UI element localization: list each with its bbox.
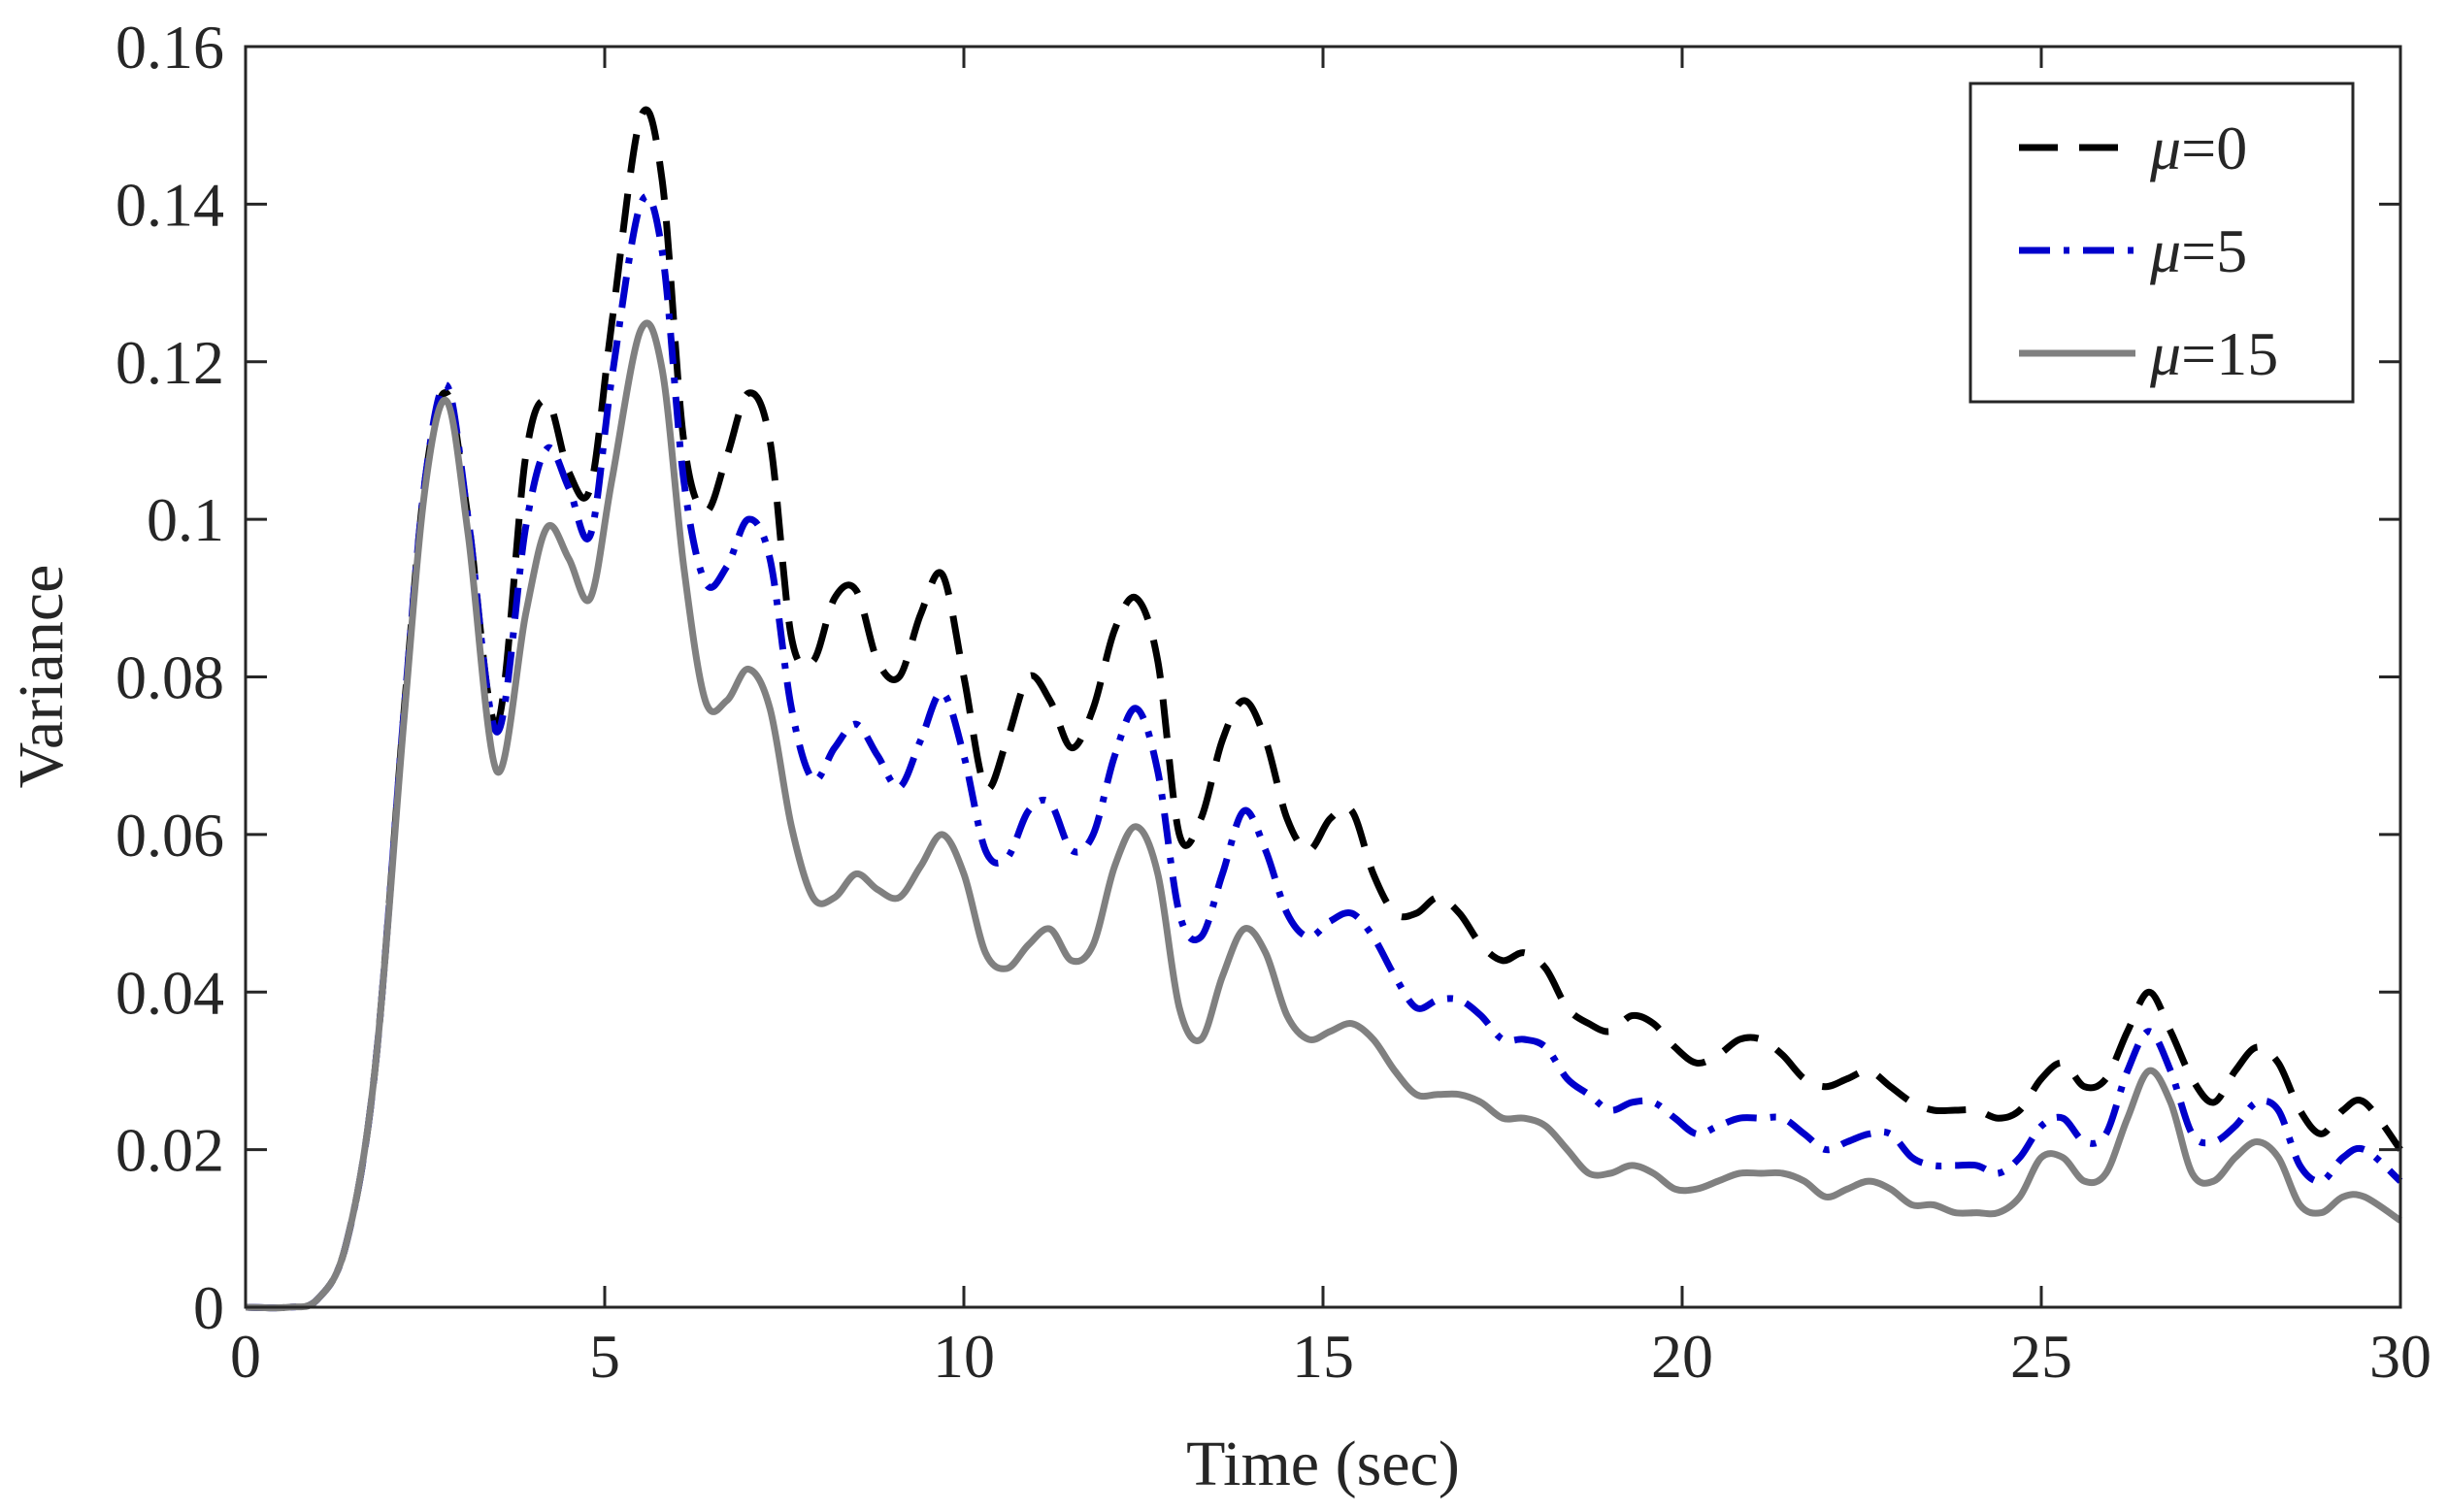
legend-mu-value: =0 xyxy=(2181,114,2247,182)
legend-label-1: μ=5 xyxy=(2149,216,2247,285)
x-tick-label: 30 xyxy=(2369,1322,2431,1391)
y-tick-label: 0.16 xyxy=(116,13,224,82)
x-axis-label: Time (sec) xyxy=(1186,1429,1460,1499)
y-tick-label: 0.1 xyxy=(147,485,224,554)
legend-mu-symbol: μ xyxy=(2149,114,2181,182)
legend: μ=0μ=5μ=15 xyxy=(1968,82,2355,404)
y-tick-label: 0.04 xyxy=(116,958,224,1027)
series-line-0 xyxy=(245,106,2403,1312)
x-tick-label: 25 xyxy=(2010,1322,2072,1391)
legend-mu-symbol: μ xyxy=(2149,319,2181,388)
series-line-2 xyxy=(245,319,2402,1312)
legend-mu-value: =5 xyxy=(2181,216,2247,285)
legend-label-0: μ=0 xyxy=(2149,114,2247,182)
legend-label-2: μ=15 xyxy=(2149,319,2278,388)
y-tick-label: 0.02 xyxy=(116,1116,224,1185)
y-axis-label: Variance xyxy=(6,565,77,789)
series-layer xyxy=(245,106,2403,1312)
series-line-1 xyxy=(245,192,2403,1312)
y-tick-label: 0.14 xyxy=(116,170,224,239)
y-tick-label: 0.08 xyxy=(116,643,224,712)
y-tick-label: 0.12 xyxy=(116,328,224,397)
y-tick-label: 0.06 xyxy=(116,801,224,870)
x-tick-label: 20 xyxy=(1651,1322,1713,1391)
legend-mu-value: =15 xyxy=(2181,319,2278,388)
x-tick-label: 10 xyxy=(933,1322,995,1391)
x-tick-label: 0 xyxy=(230,1322,261,1391)
legend-box xyxy=(1968,82,2355,404)
x-tick-label: 5 xyxy=(589,1322,620,1391)
x-tick-label: 15 xyxy=(1292,1322,1354,1391)
y-tick-label: 0 xyxy=(193,1273,224,1342)
legend-mu-symbol: μ xyxy=(2149,216,2181,285)
ticks-layer: 0 5 10 15 20 25 30 0 0.02 0.04 0.06 0.08 0.1 0.12 0.14… xyxy=(116,13,2431,1391)
